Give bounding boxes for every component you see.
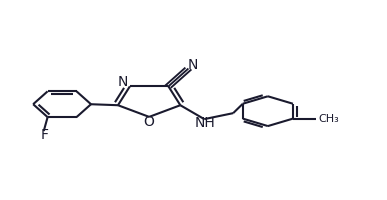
Text: N: N: [118, 75, 128, 89]
Text: NH: NH: [195, 116, 216, 130]
Text: CH₃: CH₃: [318, 114, 339, 124]
Text: F: F: [41, 128, 48, 142]
Text: O: O: [143, 115, 154, 129]
Text: N: N: [187, 58, 198, 72]
